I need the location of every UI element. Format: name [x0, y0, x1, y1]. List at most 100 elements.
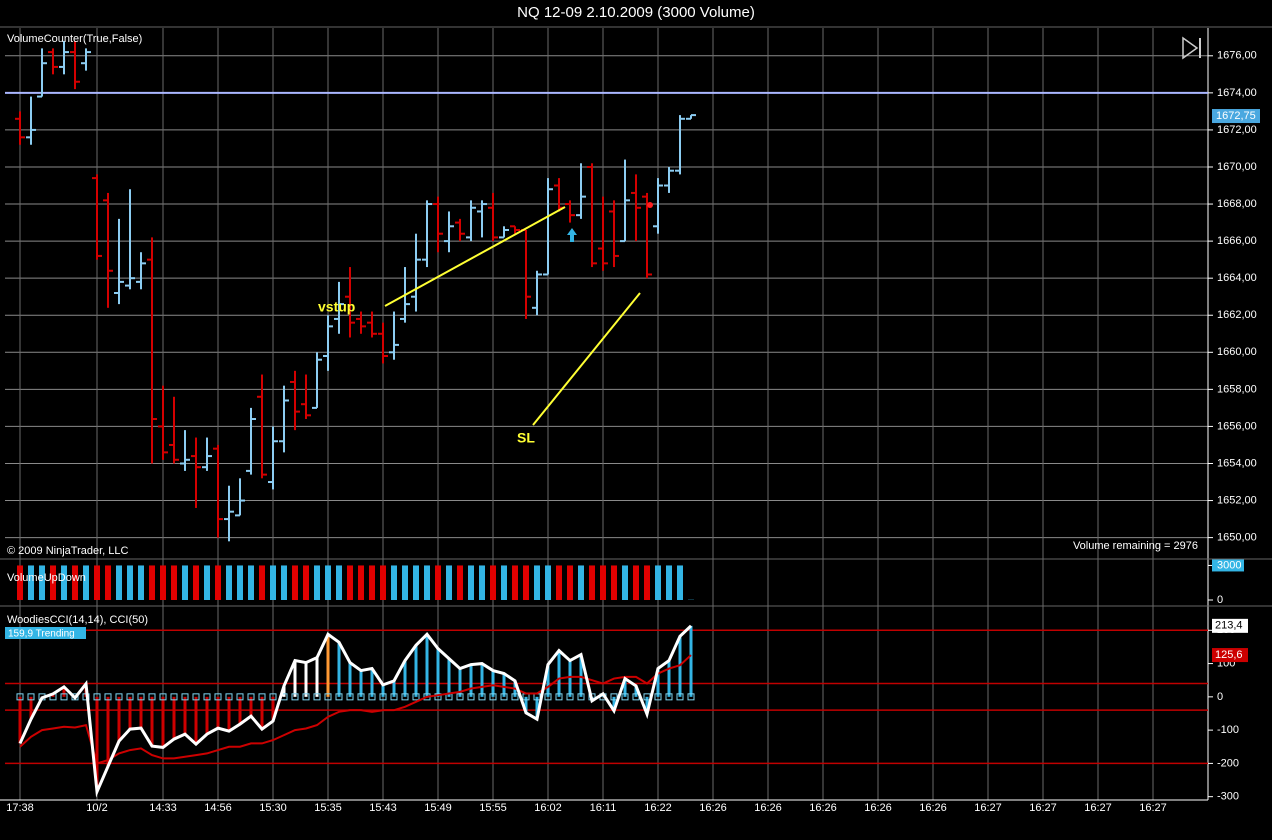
cci-histogram: [535, 696, 539, 720]
volume-bar: [83, 565, 89, 600]
y-tick-label: 1658,00: [1217, 383, 1257, 395]
cci-histogram: [172, 696, 176, 740]
x-tick-label: 16:11: [590, 802, 617, 814]
x-tick-label: 15:49: [424, 802, 452, 814]
volume-bar: [94, 565, 100, 600]
cci-histogram: [381, 684, 385, 697]
cci-histogram: [315, 657, 319, 697]
cci-histogram: [645, 696, 649, 715]
zero-line-dot: [390, 693, 398, 701]
volume-bar: [490, 565, 496, 600]
annotation: SL: [517, 430, 535, 446]
cci-histogram: [227, 696, 231, 732]
volume-bar: [644, 565, 650, 600]
cci-histogram: [128, 696, 132, 730]
zero-line-dot: [489, 693, 497, 701]
cci-histogram: [326, 634, 330, 697]
cci-histogram: [502, 673, 506, 697]
cci-histogram: [293, 660, 297, 697]
volume-bar: [435, 565, 441, 600]
x-tick-label: 15:30: [259, 802, 287, 814]
zero-line-dot: [555, 693, 563, 701]
zero-line-dot: [478, 693, 486, 701]
cci-histogram: [623, 678, 627, 697]
y-tick-label: 1670,00: [1217, 161, 1257, 173]
volume-bar: [413, 565, 419, 600]
cci-line: [19, 654, 692, 765]
x-tick-label: 16:02: [534, 802, 562, 814]
y-tick-label: 1668,00: [1217, 198, 1257, 210]
cci-histogram: [337, 642, 341, 697]
volume-bar: [622, 565, 628, 600]
zero-line-dot: [434, 693, 442, 701]
annotation-line: [384, 206, 566, 307]
volume-bar: [270, 565, 276, 600]
zero-line-dot: [544, 693, 552, 701]
cci-histogram: [403, 660, 407, 697]
zero-line-dot: [247, 693, 255, 701]
zero-line-dot: [203, 693, 211, 701]
volume-bar: [666, 565, 672, 600]
volume-bar: [127, 565, 133, 600]
zero-line-dot: [577, 693, 585, 701]
volume-bar: [17, 565, 23, 600]
annotation-line: [532, 292, 641, 426]
y-tick-label: -200: [1217, 757, 1239, 769]
cci-histogram: [524, 696, 528, 713]
play-icon[interactable]: [1182, 36, 1199, 60]
play-button[interactable]: [1182, 36, 1201, 60]
cci-histogram: [392, 680, 396, 697]
cci-histogram: [458, 668, 462, 697]
y-tick-label: 1672,00: [1217, 124, 1257, 136]
zero-line-dot: [104, 693, 112, 701]
zero-line-dot: [621, 693, 629, 701]
x-tick-label: 16:27: [1139, 802, 1167, 814]
cci-histogram: [469, 664, 473, 697]
cci-histogram: [425, 634, 429, 697]
cci-histogram: [678, 636, 682, 697]
zero-line-dot: [368, 693, 376, 701]
cci-histogram: [271, 696, 275, 722]
volume-bar: [193, 565, 199, 600]
entry-arrow: [567, 228, 577, 242]
exit-dot: [647, 202, 653, 208]
cci-line: [18, 624, 693, 798]
x-tick-label: 17:38: [6, 802, 34, 814]
x-tick-label: 14:56: [204, 802, 232, 814]
zero-line-dot: [291, 693, 299, 701]
cci-histogram: [117, 696, 121, 742]
x-tick-label: 15:43: [369, 802, 397, 814]
cci-histogram: [62, 686, 66, 697]
zero-line-dot: [313, 693, 321, 701]
volume-bar: [556, 565, 562, 600]
y-tick-label: 1660,00: [1217, 346, 1257, 358]
x-tick-label: 15:55: [479, 802, 507, 814]
zero-line-dot: [379, 693, 387, 701]
volume-bar: [380, 565, 386, 600]
cci-histogram: [557, 650, 561, 697]
cci-histogram: [491, 670, 495, 697]
volume-bar: [292, 565, 298, 600]
volume-bar: [424, 565, 430, 600]
volume-bar: [347, 565, 353, 600]
y-tick-label: 1666,00: [1217, 235, 1257, 247]
zero-line-dot: [357, 693, 365, 701]
volume-bar: [446, 565, 452, 600]
x-tick-label: 16:26: [809, 802, 837, 814]
zero-line-dot: [170, 693, 178, 701]
zero-line-dot: [126, 693, 134, 701]
volume-bar: [512, 565, 518, 600]
cci-histogram: [249, 696, 253, 717]
volume-bar: [402, 565, 408, 600]
y-tick-label: 1676,00: [1217, 50, 1257, 62]
marks-layer: 1650,00 1652,00 1654,00 1656,00 1658,00 1660,…: [5, 40, 1260, 814]
annotations: vstup SL: [318, 202, 653, 446]
zero-line-dot: [566, 693, 574, 701]
volume-bar: [523, 565, 529, 600]
cci-histogram: [150, 696, 154, 747]
cci-histogram: [161, 696, 165, 748]
copyright: © 2009 NinjaTrader, LLC: [7, 545, 128, 557]
zero-line-dot: [654, 693, 662, 701]
cci-histogram: [480, 663, 484, 697]
